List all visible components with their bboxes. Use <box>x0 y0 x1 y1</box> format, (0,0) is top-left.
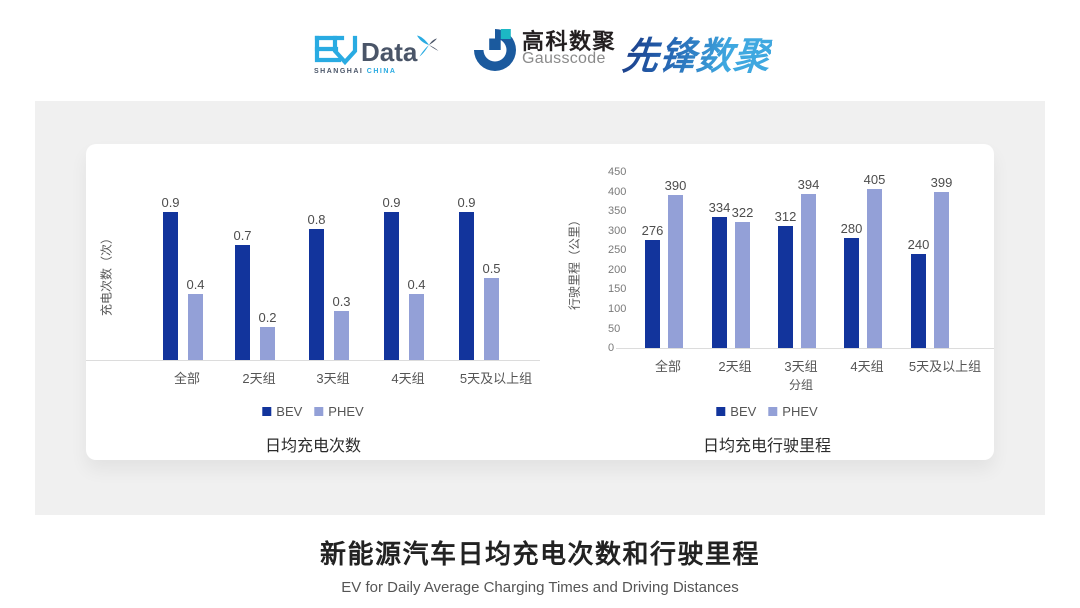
svg-text:Data: Data <box>361 37 418 67</box>
